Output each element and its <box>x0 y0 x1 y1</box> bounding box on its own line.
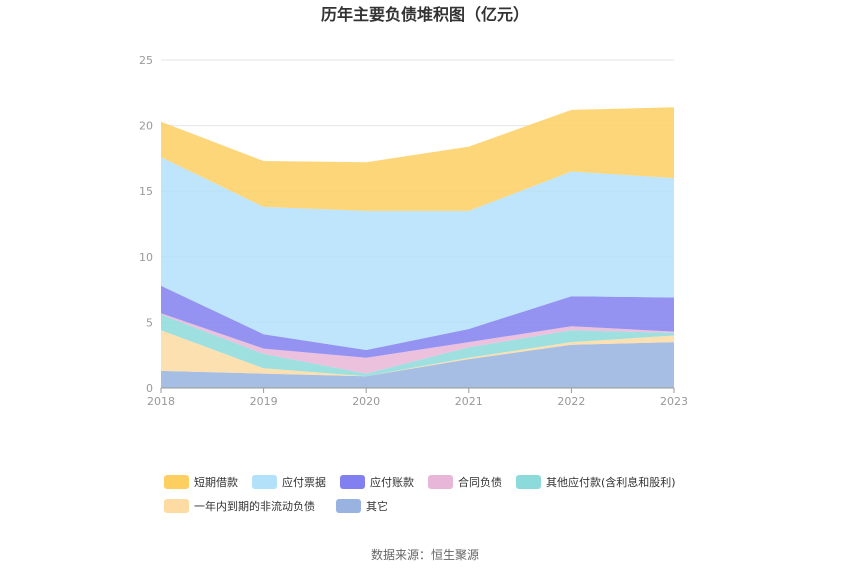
legend-label[interactable]: 合同负债 <box>458 475 502 489</box>
legend-swatch[interactable] <box>164 475 189 489</box>
legend-swatch[interactable] <box>252 475 277 489</box>
y-tick-label: 0 <box>146 382 153 395</box>
x-tick-label: 2020 <box>352 395 380 408</box>
area-5 <box>161 157 674 350</box>
area-2 <box>161 314 674 377</box>
legend-label[interactable]: 应付票据 <box>282 475 326 489</box>
data-source: 数据来源：恒生聚源 <box>371 547 479 562</box>
area-series <box>161 107 674 388</box>
area-4 <box>161 285 674 358</box>
legend-swatch[interactable] <box>164 499 189 513</box>
legend[interactable]: 短期借款 应付票据 应付账款 合同负债 其他应付款(含利息和股利) 一年内到期的非流动负债… <box>164 475 676 513</box>
legend-swatch[interactable] <box>428 475 453 489</box>
x-tick-label: 2023 <box>660 395 688 408</box>
legend-label[interactable]: 其他应付款(含利息和股利) <box>546 475 676 489</box>
legend-label[interactable]: 应付账款 <box>370 475 414 489</box>
area-6 <box>161 107 674 211</box>
x-tick-label: 2021 <box>455 395 483 408</box>
y-tick-label: 15 <box>139 185 153 198</box>
x-tick-label: 2022 <box>557 395 585 408</box>
x-tick-label: 2018 <box>147 395 175 408</box>
chart-title: 历年主要负债堆积图（亿元） <box>321 5 529 24</box>
y-tick-label: 10 <box>139 251 153 264</box>
y-tick-label: 20 <box>139 120 153 133</box>
legend-swatch[interactable] <box>336 499 361 513</box>
x-tick-label: 2019 <box>250 395 278 408</box>
legend-swatch[interactable] <box>516 475 541 489</box>
axes: 0 5 10 15 20 25 2018 2019 2020 2021 2022 2023 <box>139 54 688 408</box>
area-1 <box>161 330 674 377</box>
legend-label[interactable]: 短期借款 <box>194 475 238 489</box>
legend-label[interactable]: 一年内到期的非流动负债 <box>194 499 315 513</box>
y-tick-label: 5 <box>146 316 153 329</box>
area-3 <box>161 313 674 374</box>
legend-swatch[interactable] <box>340 475 365 489</box>
y-tick-label: 25 <box>139 54 153 67</box>
legend-label[interactable]: 其它 <box>366 499 388 513</box>
area-0 <box>161 342 674 388</box>
